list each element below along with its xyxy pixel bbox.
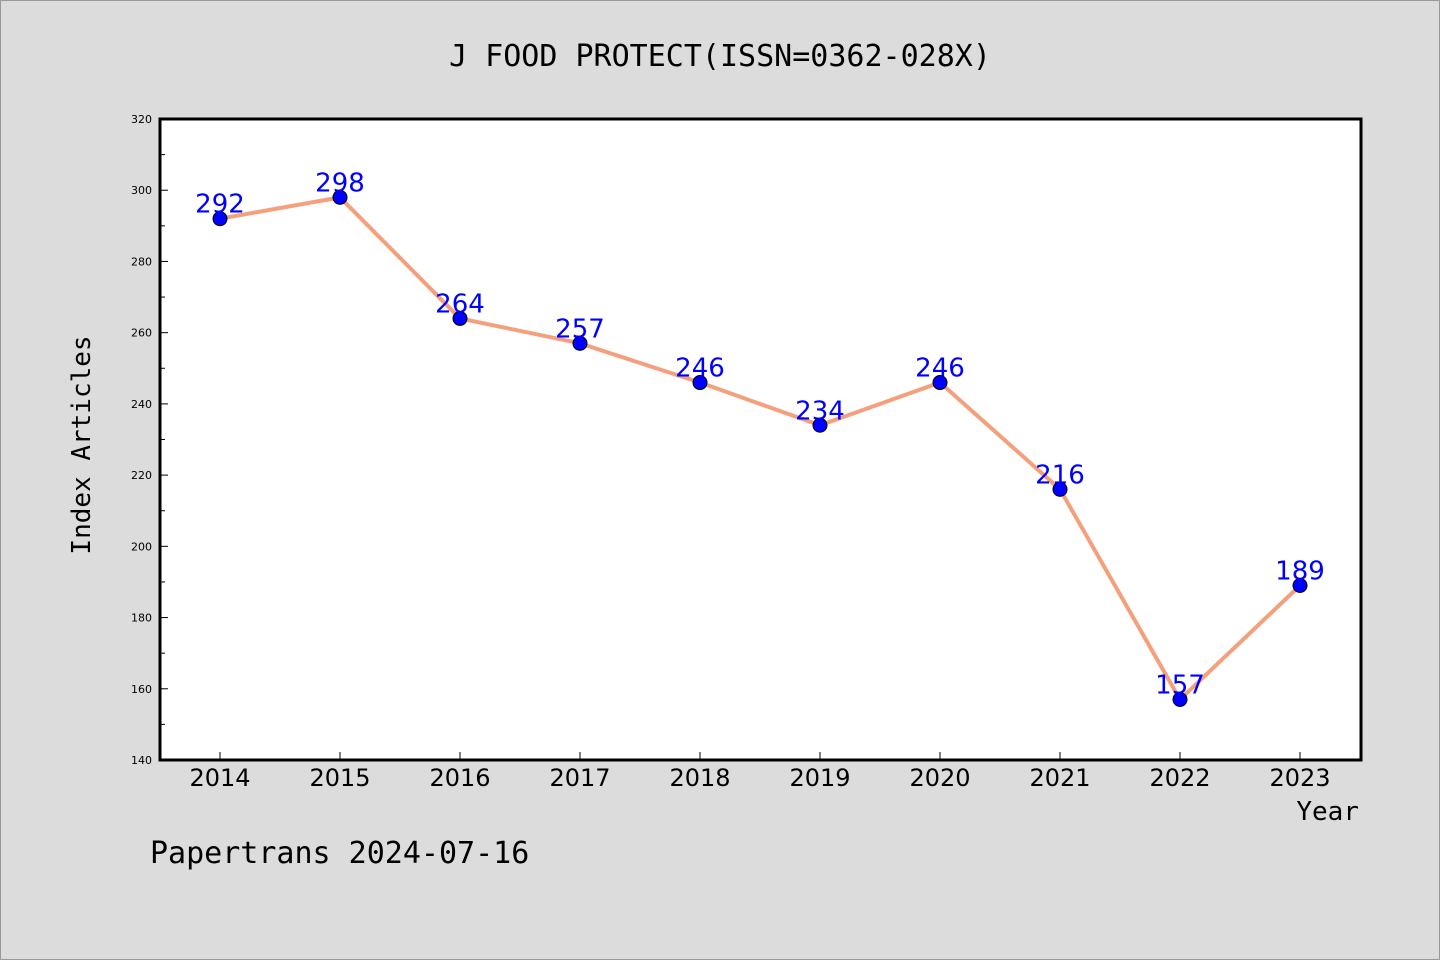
x-tick-label: 2021 bbox=[1029, 764, 1090, 792]
x-axis: 2014 2015 2016 2017 2018 2019 2020 2021 2022 2023 bbox=[189, 752, 1331, 792]
data-label: 264 bbox=[435, 289, 485, 319]
x-tick-label: 2019 bbox=[789, 764, 850, 792]
x-axis-title: Year bbox=[1296, 797, 1359, 827]
y-tick-label: 240 bbox=[131, 398, 152, 411]
markers-group bbox=[212, 189, 1308, 707]
data-labels-group: 292 298 264 257 246 234 246 216 157 189 bbox=[195, 168, 1325, 700]
plot-area bbox=[158, 117, 1363, 762]
x-tick-label: 2016 bbox=[429, 764, 490, 792]
data-label: 246 bbox=[675, 354, 725, 384]
x-tick-label: 2022 bbox=[1149, 764, 1210, 792]
series-line-group bbox=[219, 195, 1302, 702]
data-point bbox=[1292, 578, 1308, 594]
y-tick-label: 320 bbox=[131, 113, 152, 126]
data-point bbox=[692, 375, 708, 391]
data-point bbox=[1172, 691, 1188, 707]
y-axis-title: Index Articles bbox=[67, 335, 97, 554]
y-tick-label: 300 bbox=[131, 184, 152, 197]
footer-watermark: Papertrans 2024-07-16 bbox=[150, 836, 529, 871]
x-tick-label: 2015 bbox=[309, 764, 370, 792]
data-point bbox=[452, 310, 468, 326]
x-tick-label: 2014 bbox=[189, 764, 250, 792]
data-label: 298 bbox=[315, 168, 365, 198]
chart-title: J FOOD PROTECT(ISSN=0362-028X) bbox=[449, 39, 991, 74]
x-tick-label: 2020 bbox=[909, 764, 970, 792]
data-point bbox=[332, 189, 348, 205]
data-point bbox=[572, 335, 588, 351]
y-tick-label: 180 bbox=[131, 612, 152, 625]
data-label: 216 bbox=[1035, 460, 1085, 490]
data-label: 157 bbox=[1155, 670, 1205, 700]
x-tick-label: 2023 bbox=[1269, 764, 1330, 792]
y-axis: 140 160 180 200 220 240 260 280 300 320 bbox=[131, 113, 168, 767]
y-tick-label: 200 bbox=[131, 540, 152, 553]
y-tick-label: 260 bbox=[131, 327, 152, 340]
data-point bbox=[812, 417, 828, 433]
data-label: 257 bbox=[555, 314, 605, 344]
y-tick-label: 160 bbox=[131, 683, 152, 696]
x-tick-label: 2018 bbox=[669, 764, 730, 792]
data-point bbox=[1052, 481, 1068, 497]
data-label: 234 bbox=[795, 396, 845, 426]
data-point bbox=[212, 211, 228, 227]
data-label: 246 bbox=[915, 354, 965, 384]
y-tick-label: 220 bbox=[131, 469, 152, 482]
data-label: 292 bbox=[195, 190, 245, 220]
x-tick-label: 2017 bbox=[549, 764, 610, 792]
y-tick-label: 280 bbox=[131, 255, 152, 268]
series-line bbox=[219, 195, 1302, 702]
y-tick-label: 140 bbox=[131, 754, 152, 767]
data-point bbox=[932, 375, 948, 391]
data-label: 189 bbox=[1275, 557, 1325, 587]
